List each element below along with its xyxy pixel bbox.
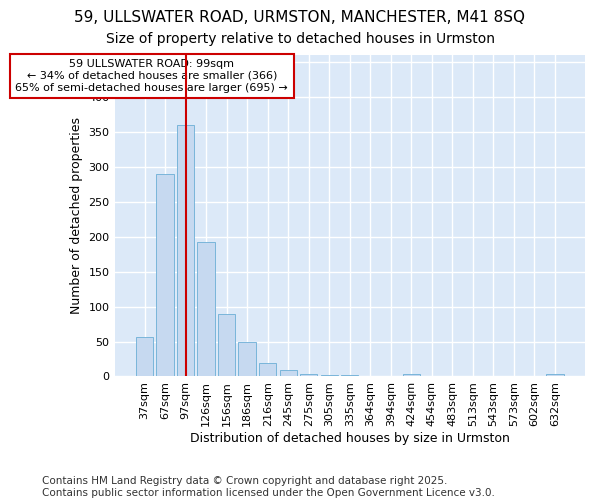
Bar [177, 125, 194, 376]
Bar [197, 242, 215, 376]
Text: 59 ULLSWATER ROAD: 99sqm
← 34% of detached houses are smaller (366)
65% of semi-: 59 ULLSWATER ROAD: 99sqm ← 34% of detach… [16, 60, 288, 92]
Text: Contains HM Land Registry data © Crown copyright and database right 2025.
Contai: Contains HM Land Registry data © Crown c… [42, 476, 495, 498]
Bar [157, 174, 174, 376]
Bar [259, 363, 277, 376]
Bar [546, 374, 563, 376]
Bar [403, 374, 420, 376]
Bar [341, 375, 358, 376]
Bar [280, 370, 297, 376]
Text: Size of property relative to detached houses in Urmston: Size of property relative to detached ho… [106, 32, 494, 46]
X-axis label: Distribution of detached houses by size in Urmston: Distribution of detached houses by size … [190, 432, 510, 445]
Bar [238, 342, 256, 376]
Bar [136, 336, 154, 376]
Bar [300, 374, 317, 376]
Text: 59, ULLSWATER ROAD, URMSTON, MANCHESTER, M41 8SQ: 59, ULLSWATER ROAD, URMSTON, MANCHESTER,… [74, 10, 526, 25]
Bar [320, 375, 338, 376]
Y-axis label: Number of detached properties: Number of detached properties [70, 117, 83, 314]
Bar [218, 314, 235, 376]
